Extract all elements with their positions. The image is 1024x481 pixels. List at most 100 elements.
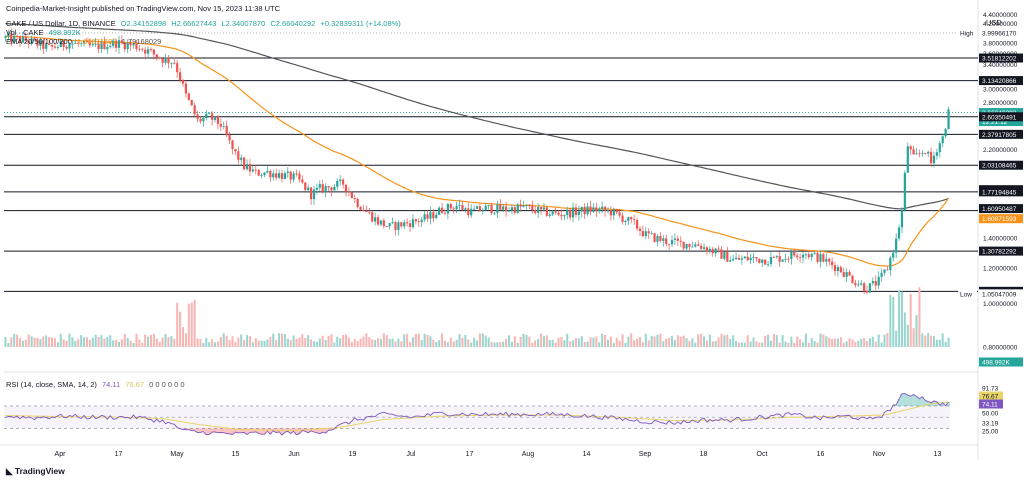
candle-body — [761, 259, 764, 263]
volume-bar — [356, 341, 359, 347]
price-tag-label: 3.99966170 — [982, 30, 1017, 37]
candle-body — [874, 281, 877, 286]
candle-body — [417, 221, 420, 223]
volume-label[interactable]: Vol · CAKE — [6, 28, 44, 37]
volume-bar — [266, 339, 269, 347]
candle-body — [766, 264, 770, 265]
candle-body — [475, 206, 479, 209]
volume-bar — [362, 336, 365, 347]
candle-body — [615, 209, 618, 213]
volume-bar — [845, 341, 848, 347]
rsi-tick-label: 33.19 — [982, 421, 999, 428]
candle-body — [880, 272, 883, 277]
volume-bar — [115, 340, 118, 347]
volume-bar — [24, 339, 27, 347]
candle-body — [848, 272, 851, 276]
candle-body — [831, 261, 834, 266]
volume-bar — [705, 340, 708, 347]
volume-bar — [534, 340, 537, 347]
candle-body — [647, 231, 650, 234]
volume-bar — [385, 335, 388, 347]
volume-bar — [787, 342, 790, 347]
volume-bar — [211, 339, 214, 347]
volume-bar — [321, 335, 324, 347]
candle-body — [350, 192, 353, 198]
symbol-title[interactable]: CAKE / US Dollar, 1D, BINANCE — [6, 19, 116, 28]
candle-body — [152, 49, 156, 55]
candle-body — [522, 205, 525, 207]
volume-bar — [62, 339, 65, 347]
rsi-label[interactable]: RSI (14, close, SMA, 14, 2) — [6, 380, 97, 389]
volume-bar — [834, 338, 837, 347]
volume-bar — [746, 335, 749, 347]
candle-body — [280, 173, 284, 179]
volume-bar — [269, 336, 272, 347]
volume-bar — [772, 334, 775, 347]
candle-body — [924, 153, 927, 154]
volume-bar — [609, 336, 612, 347]
candle-body — [452, 208, 455, 210]
x-tick-label: May — [170, 451, 184, 458]
candle-body — [676, 238, 679, 241]
price-tag-bg — [979, 117, 1023, 127]
candle-body — [251, 169, 254, 172]
volume-bar — [272, 333, 275, 347]
candle-body — [691, 246, 694, 248]
candle-body — [868, 283, 872, 293]
volume-bar — [324, 340, 327, 347]
candle-body — [624, 220, 627, 223]
volume-bar — [944, 341, 947, 347]
volume-bar — [580, 336, 583, 347]
candle-body — [801, 254, 805, 258]
volume-bar — [280, 333, 283, 347]
candle-body — [336, 180, 339, 187]
volume-bar — [310, 339, 313, 347]
volume-bar — [179, 311, 182, 347]
candle-body — [228, 135, 231, 141]
candle-body — [528, 204, 531, 206]
volume-bar — [714, 341, 717, 347]
candle-body — [714, 248, 717, 254]
candle-body — [161, 58, 164, 63]
candle-body — [423, 214, 426, 220]
candle-body — [88, 42, 91, 46]
volume-bar — [938, 339, 941, 347]
volume-bar — [790, 336, 793, 347]
candle-body — [216, 116, 220, 124]
candle-body — [272, 173, 275, 178]
candle-body — [909, 146, 912, 150]
candle-body — [432, 212, 435, 219]
candle-body — [254, 169, 257, 171]
volume-bar — [400, 341, 403, 347]
volume-bar — [627, 336, 630, 347]
rsi-overbought-fill — [903, 393, 907, 406]
volume-bar — [769, 340, 773, 347]
volume-bar — [199, 339, 202, 347]
candle-body — [679, 240, 682, 242]
rsi-tag-bg — [979, 391, 1003, 401]
volume-bar — [659, 333, 662, 347]
volume-bar — [88, 339, 91, 347]
x-tick-label: 13 — [934, 451, 942, 458]
y-tick-label: 3.80000000 — [983, 40, 1018, 47]
volume-bar — [126, 337, 129, 347]
price-tag-label: 12:21:12 — [982, 119, 1008, 126]
candle-body — [24, 36, 27, 41]
candle-body — [74, 42, 77, 44]
ema-label[interactable]: EMA 20/50/100/200 — [6, 37, 72, 46]
volume-bar — [831, 338, 834, 347]
candle-body — [700, 245, 703, 249]
rsi-oversold-fill — [201, 428, 205, 432]
candle-body — [705, 247, 709, 252]
tradingview-logo[interactable]: ◣ TradingView — [6, 466, 65, 477]
candle-body — [472, 208, 476, 210]
volume-bar — [391, 338, 394, 347]
rsi-oversold-fill — [280, 428, 284, 436]
rsi-overbought-fill — [926, 401, 930, 406]
volume-bar — [368, 337, 371, 347]
volume-bar — [720, 333, 723, 347]
volume-bar — [170, 335, 173, 347]
volume-bar — [208, 342, 211, 347]
volume-bar — [397, 338, 400, 347]
